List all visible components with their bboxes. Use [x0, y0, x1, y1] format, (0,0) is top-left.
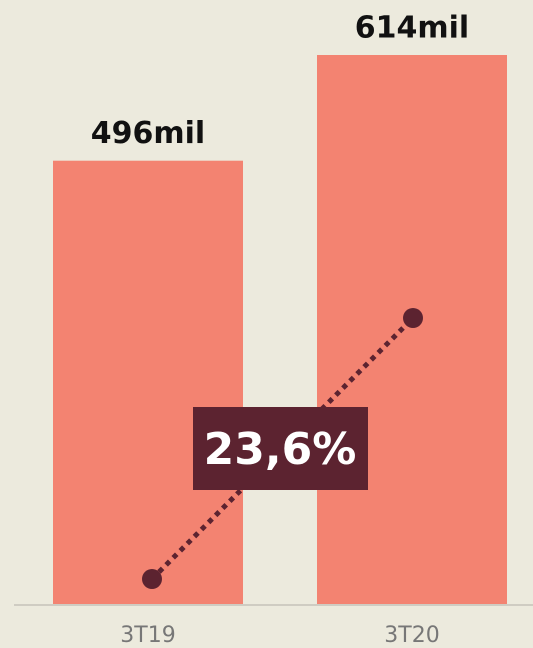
value-label: 614mil — [355, 11, 469, 46]
annotation: 23,6% — [204, 424, 357, 475]
bars — [53, 55, 507, 606]
trend-dot — [403, 308, 423, 328]
x-tick-label: 3T20 — [384, 623, 439, 648]
bar — [53, 160, 243, 606]
x-tick-label: 3T19 — [120, 623, 175, 648]
bar — [317, 55, 507, 605]
value-label: 496mil — [91, 116, 205, 151]
trend-dot — [142, 569, 162, 589]
annotation-box — [193, 407, 368, 490]
